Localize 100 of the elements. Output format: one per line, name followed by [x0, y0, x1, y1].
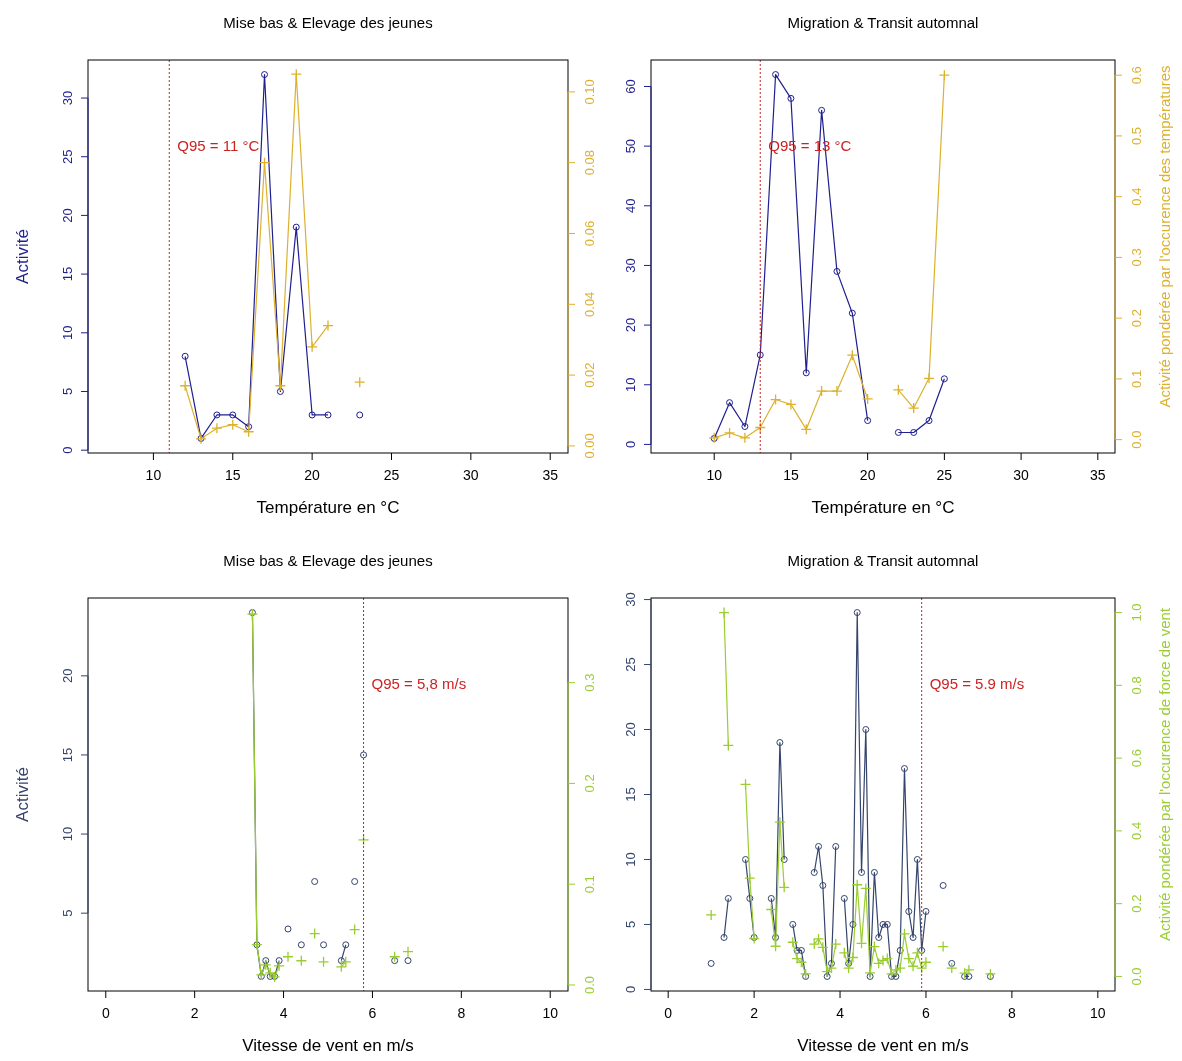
point — [800, 968, 812, 980]
y2-tick-label: 0.2 — [1129, 894, 1144, 913]
point — [864, 967, 876, 979]
point — [349, 923, 361, 936]
point — [940, 375, 948, 383]
point — [984, 968, 997, 980]
point — [317, 956, 330, 968]
chart-title: Migration & Transit automnal — [787, 14, 979, 31]
y-tick-label: 0 — [60, 446, 75, 454]
x-tick-label: 20 — [859, 467, 876, 483]
point — [765, 903, 777, 916]
point — [948, 959, 956, 967]
y2-tick-label: 0.02 — [582, 362, 597, 388]
point — [846, 349, 858, 361]
y-tick-label: 5 — [623, 920, 638, 929]
point — [789, 920, 797, 928]
point — [823, 972, 831, 980]
y-tick-label: 30 — [623, 592, 638, 607]
x-tick-label: 25 — [383, 467, 400, 483]
point — [986, 972, 994, 980]
y2-tick-label: 0.08 — [582, 150, 597, 176]
point — [181, 352, 189, 360]
y2-tick-label: 0.04 — [582, 291, 597, 317]
y-tick-label: 25 — [60, 149, 75, 164]
point — [913, 855, 921, 863]
x-tick-label: 6 — [922, 1005, 931, 1021]
y2-tick-label: 0.0 — [582, 975, 597, 994]
point — [723, 427, 736, 439]
point — [883, 920, 891, 928]
point — [179, 380, 191, 392]
point — [746, 894, 754, 902]
x-tick-label: 30 — [463, 467, 479, 483]
point — [855, 937, 868, 949]
x-tick-label: 10 — [1090, 1005, 1106, 1021]
point — [830, 938, 842, 950]
x-tick-label: 6 — [368, 1005, 377, 1021]
point — [831, 385, 843, 397]
x-tick-label: 4 — [279, 1005, 288, 1021]
y2-tick-label: 0.0 — [1129, 967, 1144, 986]
point — [785, 398, 797, 411]
y-tick-label: 30 — [623, 258, 638, 273]
point — [311, 878, 319, 886]
y2-tick-label: 0.10 — [582, 79, 597, 105]
point — [772, 71, 780, 79]
x-tick-label: 0 — [101, 1005, 110, 1021]
point — [898, 928, 911, 940]
point — [211, 422, 223, 434]
x-tick-label: 0 — [664, 1005, 673, 1021]
point — [905, 907, 913, 915]
y2-tick-label: 0.3 — [582, 673, 597, 692]
point — [821, 966, 833, 978]
x-tick-label: 25 — [936, 467, 953, 483]
point — [797, 946, 805, 954]
y2-tick-label: 0.4 — [1129, 821, 1144, 840]
y2-axis-title: Activité pondérée par l'occurence des températures — [1156, 65, 1173, 408]
point — [780, 855, 788, 863]
point — [739, 778, 752, 790]
point — [817, 941, 829, 953]
y-tick-label: 20 — [60, 208, 75, 223]
y-tick-label: 10 — [623, 852, 638, 867]
y-tick-label: 50 — [623, 138, 638, 154]
y-tick-label: 0 — [623, 440, 638, 449]
y2-tick-label: 0.2 — [582, 774, 597, 793]
point — [284, 925, 292, 933]
x-tick-label: 15 — [783, 467, 799, 483]
y-tick-label: 15 — [623, 787, 638, 802]
y2-tick-label: 0.00 — [582, 433, 597, 459]
point — [838, 947, 850, 959]
point — [273, 960, 285, 972]
y-tick-label: 30 — [60, 90, 75, 106]
point — [776, 739, 784, 747]
point — [875, 933, 883, 941]
y2-axis-title: Activité pondérée par l'occurence de force de vent — [1156, 607, 1173, 942]
y2-tick-label: 0.0 — [1129, 430, 1144, 449]
y-tick-label: 10 — [60, 826, 75, 842]
point — [306, 341, 318, 353]
y-tick-label: 40 — [623, 198, 638, 214]
point — [885, 968, 898, 980]
point — [862, 393, 874, 405]
point — [802, 369, 810, 377]
y-tick-label: 10 — [60, 325, 75, 341]
point — [772, 933, 780, 941]
point — [965, 972, 973, 980]
y2-tick-label: 0.6 — [1129, 66, 1144, 85]
chart-title: Mise bas & Elevage des jeunes — [223, 552, 433, 569]
x-tick-label: 8 — [457, 1005, 466, 1021]
point — [342, 941, 350, 949]
point — [900, 765, 908, 773]
point — [705, 909, 717, 921]
point — [360, 751, 368, 759]
point — [937, 940, 949, 953]
point — [896, 946, 904, 954]
point — [351, 878, 359, 886]
x-tick-label: 15 — [224, 467, 241, 483]
y-tick-label: 10 — [623, 377, 638, 392]
point — [908, 402, 920, 414]
point — [920, 956, 932, 968]
x-tick-label: 10 — [542, 1005, 559, 1021]
point — [815, 842, 823, 850]
x-tick-label: 2 — [750, 1005, 759, 1021]
